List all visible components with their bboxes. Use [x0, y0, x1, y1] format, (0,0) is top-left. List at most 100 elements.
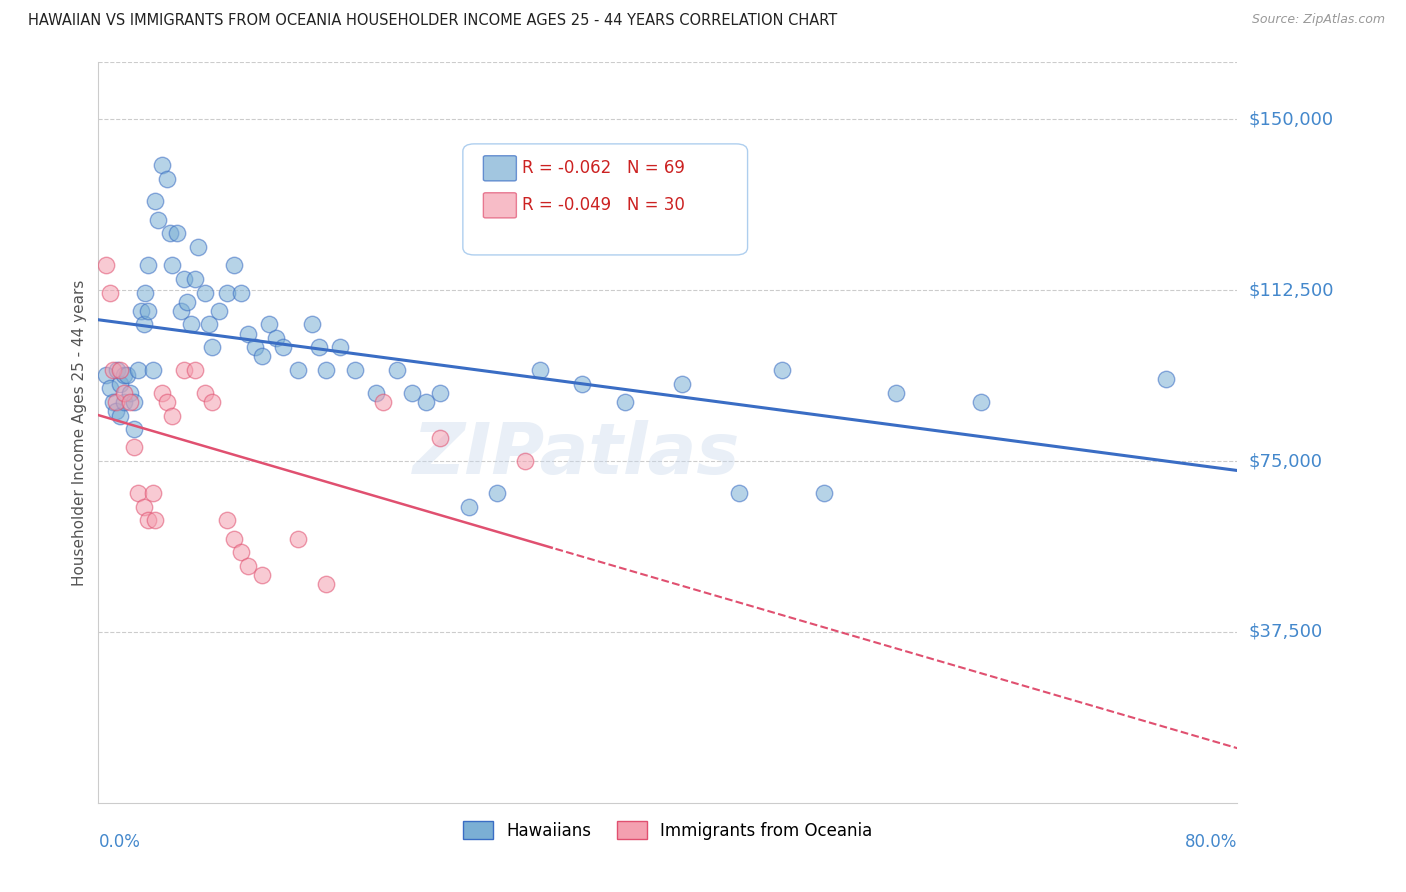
Point: [301, 318, 323, 332]
Text: HAWAIIAN VS IMMIGRANTS FROM OCEANIA HOUSEHOLDER INCOME AGES 25 - 44 YEARS CORREL: HAWAIIAN VS IMMIGRANTS FROM OCEANIA HOUS…: [28, 13, 838, 29]
Text: 0.0%: 0.0%: [98, 833, 141, 851]
Point: [266, 331, 288, 345]
Point: [115, 368, 138, 382]
Point: [162, 409, 184, 423]
Point: [457, 500, 479, 514]
Point: [162, 258, 184, 272]
Point: [201, 340, 224, 354]
Point: [429, 385, 451, 400]
Point: [401, 385, 423, 400]
Point: [259, 318, 281, 332]
Point: [176, 294, 198, 309]
Text: 80.0%: 80.0%: [1185, 833, 1237, 851]
Point: [201, 395, 224, 409]
Point: [486, 486, 509, 500]
Point: [515, 454, 537, 468]
FancyBboxPatch shape: [463, 144, 748, 255]
Point: [101, 363, 124, 377]
Point: [173, 272, 195, 286]
Point: [215, 285, 238, 300]
Point: [118, 385, 141, 400]
Point: [94, 368, 117, 382]
Point: [105, 363, 128, 377]
Point: [273, 340, 295, 354]
Point: [429, 431, 451, 445]
Y-axis label: Householder Income Ages 25 - 44 years: Householder Income Ages 25 - 44 years: [72, 279, 87, 586]
Point: [813, 486, 835, 500]
Point: [129, 303, 152, 318]
Point: [152, 158, 174, 172]
Point: [308, 340, 330, 354]
Point: [180, 318, 202, 332]
Point: [152, 385, 174, 400]
Point: [250, 568, 273, 582]
Point: [134, 285, 156, 300]
Point: [108, 409, 131, 423]
Text: $112,500: $112,500: [1249, 281, 1334, 299]
Text: $150,000: $150,000: [1249, 111, 1333, 128]
Point: [104, 404, 127, 418]
Point: [770, 363, 793, 377]
Point: [112, 385, 135, 400]
Point: [250, 349, 273, 363]
FancyBboxPatch shape: [484, 156, 516, 181]
Point: [222, 258, 245, 272]
Point: [122, 395, 145, 409]
Point: [122, 441, 145, 455]
Point: [145, 194, 167, 209]
Point: [98, 381, 121, 395]
Point: [127, 363, 149, 377]
Point: [222, 532, 245, 546]
Point: [884, 385, 907, 400]
Point: [118, 395, 141, 409]
Point: [101, 395, 124, 409]
Text: R = -0.062   N = 69: R = -0.062 N = 69: [522, 160, 685, 178]
Text: $75,000: $75,000: [1249, 452, 1323, 470]
Point: [187, 240, 209, 254]
Point: [127, 486, 149, 500]
Point: [122, 422, 145, 436]
Point: [970, 395, 993, 409]
Point: [198, 318, 221, 332]
Point: [671, 376, 693, 391]
Text: $37,500: $37,500: [1249, 623, 1323, 641]
Point: [104, 395, 127, 409]
Point: [173, 363, 195, 377]
Point: [132, 500, 155, 514]
Point: [148, 212, 170, 227]
Point: [529, 363, 551, 377]
Point: [108, 376, 131, 391]
Point: [94, 258, 117, 272]
Point: [387, 363, 409, 377]
Point: [229, 545, 252, 559]
Point: [141, 486, 163, 500]
Point: [145, 513, 167, 527]
Point: [614, 395, 637, 409]
Point: [315, 577, 337, 591]
Point: [1154, 372, 1177, 386]
Point: [236, 326, 259, 341]
Point: [136, 258, 159, 272]
Point: [215, 513, 238, 527]
Point: [243, 340, 266, 354]
Text: Source: ZipAtlas.com: Source: ZipAtlas.com: [1251, 13, 1385, 27]
Point: [159, 227, 181, 241]
Point: [343, 363, 366, 377]
Point: [208, 303, 231, 318]
Point: [229, 285, 252, 300]
Point: [194, 285, 217, 300]
Point: [112, 368, 135, 382]
Point: [108, 363, 131, 377]
Point: [415, 395, 437, 409]
Point: [184, 272, 207, 286]
Legend: Hawaiians, Immigrants from Oceania: Hawaiians, Immigrants from Oceania: [457, 814, 879, 847]
Point: [184, 363, 207, 377]
Text: ZIPatlas: ZIPatlas: [413, 420, 741, 490]
Point: [287, 363, 309, 377]
Point: [571, 376, 593, 391]
Point: [98, 285, 121, 300]
Point: [170, 303, 193, 318]
Point: [156, 171, 179, 186]
Point: [136, 513, 159, 527]
Point: [194, 385, 217, 400]
